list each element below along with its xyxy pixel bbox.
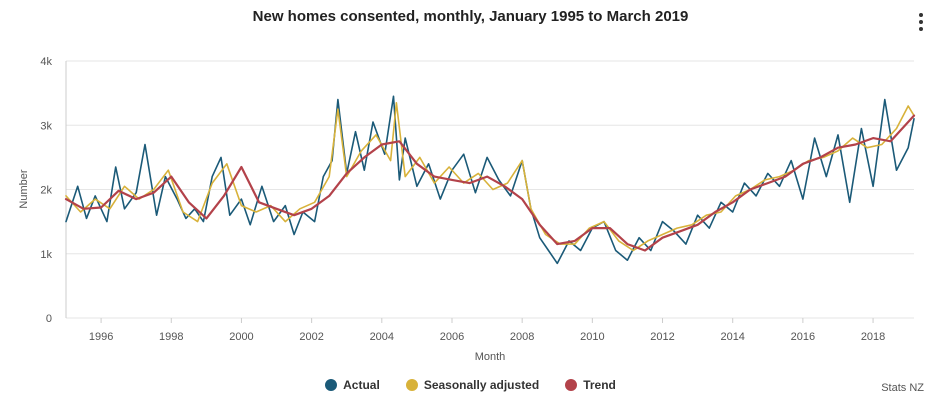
more-vertical-icon[interactable] [911, 10, 931, 34]
legend-item-trend[interactable]: Trend [565, 378, 616, 392]
y-tick-label: 3k [40, 120, 52, 132]
menu-dot [919, 20, 923, 24]
x-tick-label: 2016 [791, 331, 815, 343]
y-axis-title: Number [18, 169, 30, 208]
series-line-actual[interactable] [65, 95, 915, 265]
legend-item-actual[interactable]: Actual [325, 378, 380, 392]
axes: 0 1k 2k 3k 4k 1996 1998 2000 2002 2004 2006 2008 201… [40, 56, 885, 343]
x-tick-label: 2008 [510, 331, 534, 343]
legend-marker-trend [565, 379, 578, 391]
x-tick-label: 2004 [370, 331, 394, 343]
x-tick-label: 2000 [229, 331, 253, 343]
legend-label-actual: Actual [343, 378, 380, 392]
x-tick-label: 2002 [299, 331, 323, 343]
y-tick-label: 4k [40, 56, 52, 68]
chart-title: New homes consented, monthly, January 19… [252, 8, 689, 25]
y-tick-label: 2k [40, 185, 52, 197]
x-tick-label: 2014 [720, 331, 744, 343]
menu-dot [919, 13, 923, 17]
x-tick-label: 2018 [861, 331, 885, 343]
legend-marker-actual [325, 379, 338, 391]
x-tick-label: 1996 [89, 331, 113, 343]
y-tick-label: 1k [40, 249, 52, 261]
x-tick-label: 2010 [580, 331, 604, 343]
source-credit: Stats NZ [881, 382, 924, 394]
menu-dot [919, 27, 923, 31]
legend-item-seasonally-adjusted[interactable]: Seasonally adjusted [405, 378, 540, 392]
legend-marker-seasonally-adjusted [405, 379, 418, 391]
legend: Actual Seasonally adjusted Trend [0, 378, 941, 392]
series-lines [64, 95, 916, 265]
x-tick-label: 1998 [159, 331, 183, 343]
x-axis-title: Month [475, 351, 506, 363]
legend-label-seasonally-adjusted: Seasonally adjusted [423, 378, 540, 392]
y-tick-label: 0 [46, 313, 52, 325]
gridlines [66, 60, 914, 319]
series-line-trend[interactable] [64, 114, 916, 252]
series-line-seasonally-adjusted[interactable] [65, 102, 915, 252]
legend-label-trend: Trend [583, 378, 616, 392]
x-tick-label: 2006 [440, 331, 464, 343]
x-tick-label: 2012 [650, 331, 674, 343]
